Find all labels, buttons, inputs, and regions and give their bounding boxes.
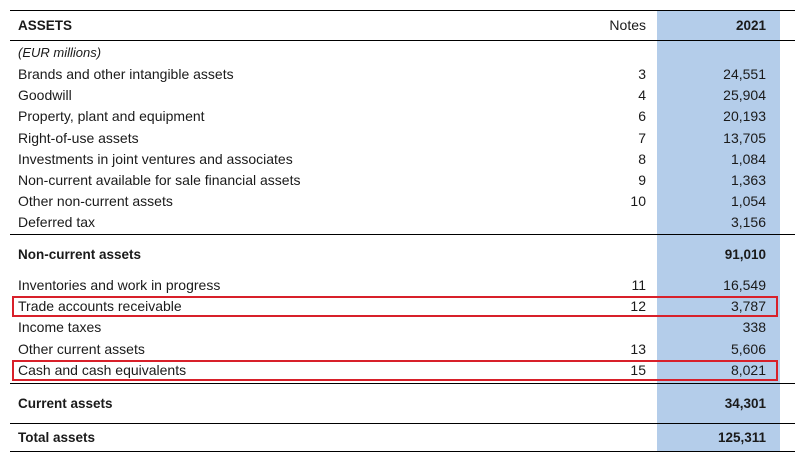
row-note: 9 (638, 172, 646, 188)
current-rule (10, 383, 795, 384)
table-row: Other non-current assets 10 1,054 (0, 191, 795, 212)
grand-total-value: 125,311 (717, 430, 766, 445)
noncurrent-total-value: 91,010 (724, 247, 766, 262)
subtotal-rule (10, 234, 795, 235)
row-note: 13 (630, 341, 646, 357)
grand-total-label: Total assets (18, 430, 96, 445)
table-row: Investments in joint ventures and associ… (0, 149, 795, 170)
row-note: 3 (638, 66, 646, 82)
highlight-box-cash (12, 360, 778, 381)
row-label: Property, plant and equipment (18, 108, 205, 124)
table-row: Brands and other intangible assets 3 24,… (0, 64, 795, 85)
header-rule (10, 40, 795, 41)
row-label: Cash and cash equivalents (18, 362, 187, 378)
row-value: 3,787 (730, 298, 766, 314)
table-row: Property, plant and equipment 6 20,193 (0, 106, 795, 127)
total-rule (10, 423, 795, 424)
row-value: 338 (742, 319, 766, 335)
unit-label: (EUR millions) (18, 45, 102, 60)
table-row: Deferred tax 3,156 (0, 212, 795, 233)
row-value: 5,606 (730, 341, 766, 357)
row-label: Other non-current assets (18, 193, 173, 209)
row-value: 1,084 (730, 151, 766, 167)
unit-row: (EUR millions) (0, 42, 795, 63)
notes-heading: Notes (609, 17, 646, 33)
row-value: 8,021 (730, 362, 766, 378)
row-note: 11 (631, 277, 646, 293)
row-label: Other current assets (18, 341, 145, 357)
row-note: 8 (638, 151, 646, 167)
row-value: 24,551 (723, 66, 766, 82)
table-row: Income taxes 338 (0, 317, 795, 338)
row-label: Goodwill (18, 87, 72, 103)
row-label: Inventories and work in progress (18, 277, 221, 293)
row-label: Trade accounts receivable (18, 298, 182, 314)
row-value: 13,705 (723, 130, 766, 146)
current-total-label: Current assets (18, 396, 113, 411)
row-value: 16,549 (723, 277, 766, 293)
year-heading: 2021 (735, 18, 766, 33)
table-row: Goodwill 4 25,904 (0, 85, 795, 106)
current-total-value: 34,301 (724, 396, 766, 411)
row-note: 6 (638, 108, 646, 124)
row-note: 12 (630, 298, 646, 314)
top-rule (10, 10, 795, 11)
table-row-highlighted: Cash and cash equivalents 15 8,021 (0, 360, 795, 381)
noncurrent-total-row: Non-current assets 91,010 (0, 244, 795, 265)
table-row: Right-of-use assets 7 13,705 (0, 128, 795, 149)
row-label: Income taxes (18, 319, 102, 335)
row-label: Deferred tax (18, 214, 96, 230)
table-row: Other current assets 13 5,606 (0, 339, 795, 360)
row-note: 10 (630, 193, 646, 209)
row-note: 15 (630, 362, 646, 378)
table-row: Non-current available for sale financial… (0, 170, 795, 191)
row-value: 3,156 (730, 214, 766, 230)
current-total-row: Current assets 34,301 (0, 393, 795, 414)
row-value: 25,904 (723, 87, 766, 103)
bottom-rule (10, 451, 795, 452)
row-note: 4 (638, 87, 646, 103)
row-label: Brands and other intangible assets (18, 66, 234, 82)
grand-total-row: Total assets 125,311 (0, 427, 795, 448)
noncurrent-total-label: Non-current assets (18, 247, 142, 262)
highlight-box-trade-receivables (12, 296, 778, 317)
highlight-column-2021 (657, 10, 780, 451)
row-value: 1,363 (730, 172, 766, 188)
table-row: Inventories and work in progress 11 16,5… (0, 275, 795, 296)
row-value: 20,193 (723, 108, 766, 124)
table-row-highlighted: Trade accounts receivable 12 3,787 (0, 296, 795, 317)
row-label: Non-current available for sale financial… (18, 172, 301, 188)
row-label: Investments in joint ventures and associ… (18, 151, 293, 167)
header-row: ASSETS Notes 2021 (0, 15, 795, 36)
row-value: 1,054 (730, 193, 766, 209)
row-note: 7 (638, 130, 646, 146)
row-label: Right-of-use assets (18, 130, 139, 146)
assets-heading: ASSETS (18, 18, 73, 33)
